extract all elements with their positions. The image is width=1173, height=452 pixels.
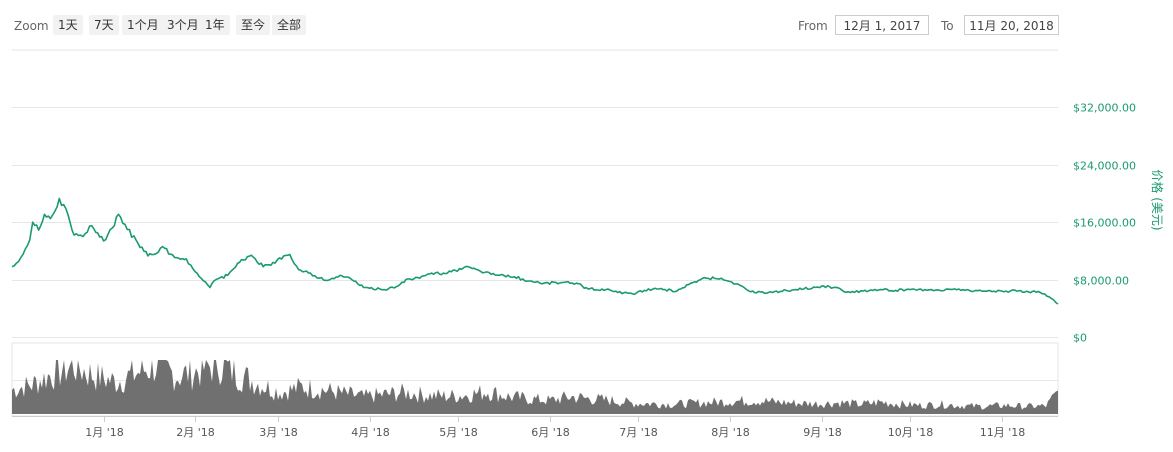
y-tick-label-3: $24,000.00 — [1073, 160, 1136, 173]
volume-area — [12, 360, 1058, 414]
zoom-button-ytd[interactable]: 至今 — [236, 15, 271, 35]
y-tick-label-1: $8,000.00 — [1073, 275, 1129, 288]
zoom-button-all[interactable]: 全部 — [272, 15, 307, 35]
price-line — [11, 197, 1059, 305]
to-date-input[interactable]: 11月 20, 2018 — [964, 15, 1059, 35]
x-tick-label-2: 3月 '18 — [259, 426, 298, 439]
x-tick-label-0: 1月 '18 — [85, 426, 124, 439]
from-date-input[interactable]: 12月 1, 2017 — [835, 15, 929, 35]
x-tick-label-8: 9月 '18 — [803, 426, 842, 439]
zoom-button-7d[interactable]: 7天 — [89, 15, 119, 35]
from-label: From — [798, 19, 828, 33]
y-tick-label-2: $16,000.00 — [1073, 217, 1136, 230]
zoom-label: Zoom — [14, 19, 49, 33]
x-tick-label-10: 11月 '18 — [980, 426, 1026, 439]
zoom-button-1m[interactable]: 1个月 — [122, 15, 164, 35]
chart-toolbar: Zoom 1天 7天 1个月 3个月 1年 至今 全部 From 12月 1, … — [0, 0, 1173, 50]
to-label: To — [941, 19, 954, 33]
y-axis-title: 价格 (美元) — [1150, 169, 1165, 230]
x-tick-label-5: 6月 '18 — [531, 426, 570, 439]
y-tick-label-0: $0 — [1073, 332, 1087, 345]
x-tick-label-9: 10月 '18 — [888, 426, 934, 439]
x-tick-label-4: 5月 '18 — [439, 426, 478, 439]
x-tick-label-3: 4月 '18 — [351, 426, 390, 439]
y-tick-label-4: $32,000.00 — [1073, 102, 1136, 115]
zoom-button-1d[interactable]: 1天 — [53, 15, 83, 35]
zoom-button-1y[interactable]: 1年 — [200, 15, 230, 35]
x-tick-label-7: 8月 '18 — [711, 426, 750, 439]
x-tick-label-6: 7月 '18 — [619, 426, 658, 439]
x-tick-label-1: 2月 '18 — [176, 426, 215, 439]
zoom-button-3m[interactable]: 3个月 — [162, 15, 204, 35]
